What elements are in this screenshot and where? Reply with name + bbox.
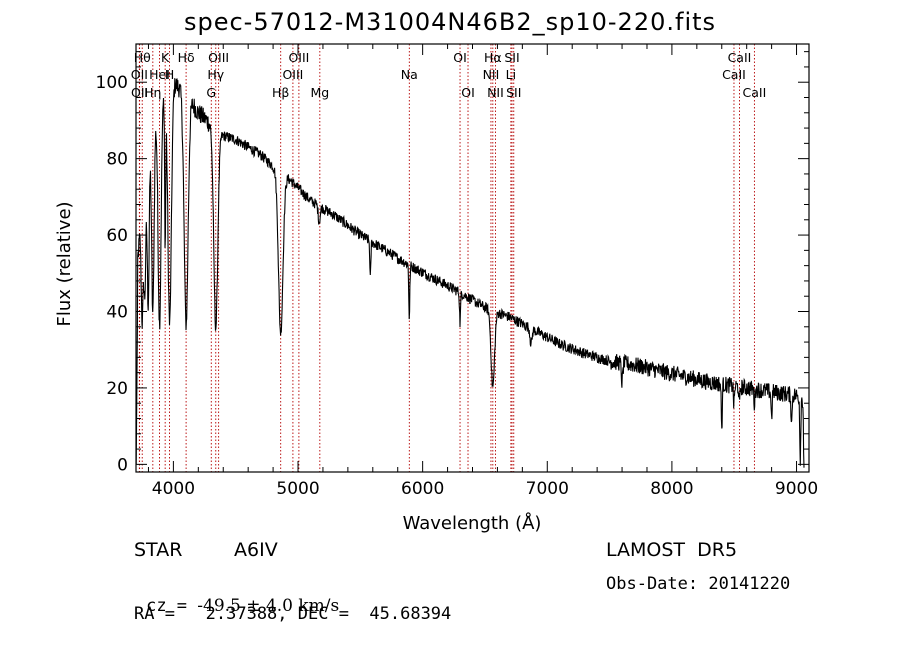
line-label-OII: OII (131, 85, 148, 100)
line-marker-labels: Hθ OII OII K HeI Hη Hδ H OIII Hγ G OIII OIII Hβ Mg Na OI… (131, 50, 767, 100)
y-tick-label: 100 (96, 73, 128, 93)
y-tick-label: 20 (106, 379, 128, 399)
line-label-OIII: OIII (282, 67, 303, 82)
object-class: STAR (134, 539, 183, 561)
line-label-SII: SII (506, 85, 521, 100)
x-tick-label: 5000 (276, 479, 319, 499)
line-label-K: K (161, 50, 170, 65)
line-label-NII: NII (483, 67, 500, 82)
line-label-Hβ: Hβ (272, 85, 289, 100)
plot-frame (135, 43, 810, 473)
line-marker-group (138, 44, 755, 472)
line-label-NII: NII (487, 85, 504, 100)
line-label-Na: Na (401, 67, 418, 82)
line-label-Hη: Hη (144, 85, 161, 100)
line-label-SII: SII (504, 50, 519, 65)
line-label-OI: OI (453, 50, 467, 65)
x-tick-label: 6000 (401, 479, 444, 499)
x-tick-label: 4000 (152, 479, 195, 499)
line-label-Hγ: Hγ (207, 67, 224, 82)
axis-tick-labels: 4000 5000 6000 7000 8000 9000 0 20 40 60 80 100 (96, 73, 819, 499)
line-label-Li: Li (506, 67, 516, 82)
line-label-OIII: OIII (208, 50, 229, 65)
line-label-CaII: CaII (743, 85, 767, 100)
line-label-OI: OI (461, 85, 475, 100)
y-tick-label: 60 (106, 226, 128, 246)
cz-label: cz = (146, 596, 198, 616)
chart-title: spec-57012-M31004N46B2_sp10-220.fits (183, 8, 717, 36)
y-tick-label: 80 (106, 150, 128, 170)
line-label-Hδ: Hδ (178, 50, 195, 65)
axis-ticks (136, 44, 809, 472)
line-label-CaII: CaII (728, 50, 752, 65)
y-axis-label: Flux (relative) (54, 201, 75, 326)
y-tick-label: 0 (117, 455, 128, 475)
line-label-H: H (165, 67, 174, 82)
line-label-Hθ: Hθ (134, 50, 151, 65)
line-label-HeI: HeI (149, 67, 170, 82)
line-label-Hα: Hα (484, 50, 502, 65)
survey-name: LAMOST DR5 (606, 539, 738, 561)
spectral-subclass: A6IV (234, 539, 278, 561)
line-label-OIII: OIII (288, 50, 309, 65)
x-tick-label: 8000 (650, 479, 693, 499)
x-axis-label: Wavelength (Å) (403, 512, 542, 534)
cz-value: -49.5 ± 4.0 km/s (197, 596, 340, 616)
line-label-G: G (206, 85, 216, 100)
y-tick-label: 40 (106, 303, 128, 323)
line-label-Mg: Mg (310, 85, 329, 100)
spectrum-line (135, 78, 805, 468)
coordinates: RA = 2.37388, DEC = 45.68394 (134, 604, 452, 624)
line-label-CaII: CaII (722, 67, 746, 82)
x-tick-label: 9000 (775, 479, 818, 499)
redshift-readout: cz = -49.5 ± 4.0 km/s (134, 572, 339, 616)
line-label-OII: OII (131, 67, 148, 82)
observation-date: Obs-Date: 20141220 (606, 574, 791, 594)
x-tick-label: 7000 (526, 479, 569, 499)
